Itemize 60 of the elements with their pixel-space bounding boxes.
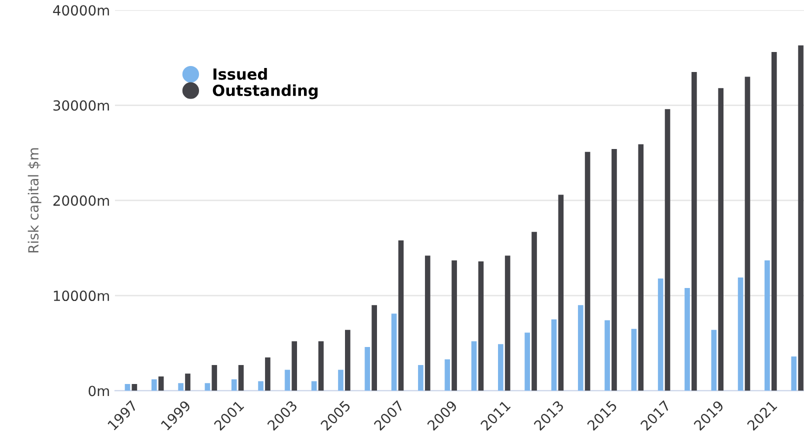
bar: [151, 379, 157, 391]
y-tick-label: 30000m: [53, 100, 109, 111]
bar: [398, 240, 404, 391]
y-tick-label: 40000m: [53, 5, 109, 16]
bar: [391, 314, 397, 391]
bar: [471, 341, 477, 391]
bar: [692, 72, 697, 391]
bar: [444, 359, 450, 391]
bar: [311, 381, 317, 391]
bar: [372, 305, 377, 391]
bar: [265, 357, 270, 391]
bar: [364, 346, 370, 391]
bar: [478, 261, 484, 391]
bar: [132, 384, 138, 391]
y-axis-title: Risk capital $m: [28, 148, 42, 252]
bar: [338, 370, 344, 391]
legend-label: Issued: [213, 68, 267, 80]
bar: [612, 149, 617, 391]
bar: [558, 194, 564, 391]
bar: [738, 277, 744, 391]
bar: [524, 332, 530, 391]
bar: [604, 320, 610, 391]
bar: [638, 144, 644, 391]
bar: [345, 330, 350, 391]
bar: [504, 256, 510, 391]
bar: [744, 76, 750, 391]
bar: [284, 370, 290, 391]
bar: [231, 379, 237, 391]
y-tick-label: 10000m: [54, 290, 109, 302]
bar: [798, 45, 804, 391]
bar: [178, 383, 184, 391]
bar: [204, 383, 210, 391]
bar: [664, 109, 670, 391]
bar: [631, 328, 637, 391]
bar: [658, 278, 664, 391]
bar: [551, 319, 557, 391]
bar: [718, 88, 724, 391]
legend-label: Outstanding: [212, 84, 318, 100]
bar: [584, 152, 590, 391]
bar: [292, 341, 298, 391]
bar: [212, 365, 218, 391]
bar: [578, 305, 584, 391]
bar: [238, 365, 244, 391]
bar: [418, 365, 424, 391]
y-tick-label: 20000m: [53, 195, 109, 206]
bar: [258, 381, 264, 391]
bar: [318, 341, 324, 391]
bar: [791, 356, 797, 391]
bar: [711, 330, 717, 391]
bar: [532, 232, 537, 391]
bar: [684, 288, 690, 391]
bar: [158, 376, 164, 391]
bar: [185, 374, 190, 391]
y-tick-label: 0m: [88, 386, 109, 396]
bar: [452, 260, 457, 391]
bar: [498, 344, 504, 391]
bar: [764, 260, 770, 391]
bar: [424, 256, 430, 391]
bar: [771, 52, 777, 391]
bar: [124, 384, 130, 391]
